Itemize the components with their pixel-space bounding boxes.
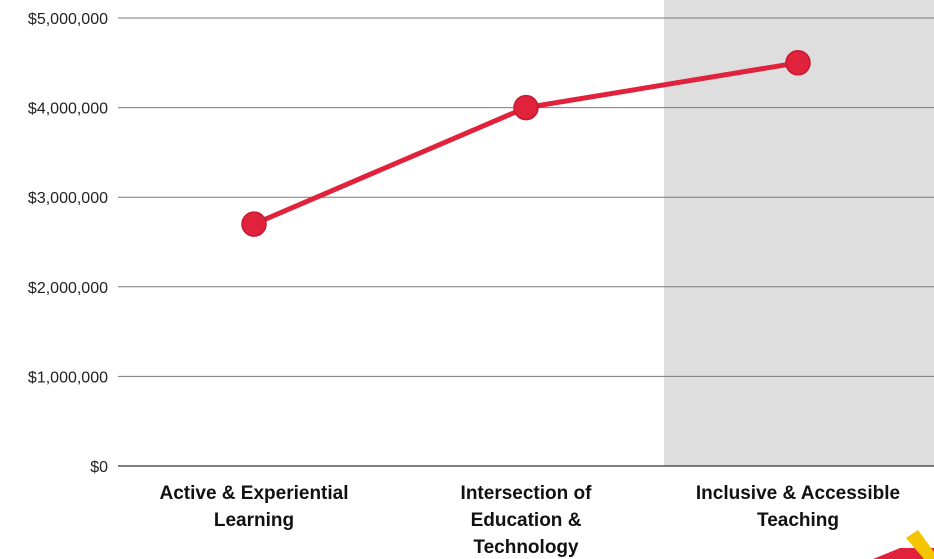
x-category-label-line: Intersection of [461, 483, 593, 504]
x-category-label-line: Active & Experiential [159, 483, 348, 504]
gridlines [118, 17, 934, 467]
x-category-label-line: Technology [473, 537, 579, 558]
x-category-label-line: Learning [214, 510, 294, 531]
y-tick-label: $3,000,000 [28, 190, 108, 207]
y-tick-label: $0 [90, 459, 108, 476]
x-category-label: Intersection of Education & Technology [461, 483, 593, 558]
x-category-label-line: Inclusive & Accessible [696, 483, 900, 504]
x-category-label: Active & Experiential Learning [159, 483, 348, 531]
data-point [785, 50, 811, 76]
y-axis-ticks: $0 $1,000,000 $2,000,000 $3,000,000 $4,000,0… [28, 11, 108, 476]
y-tick-label: $4,000,000 [28, 101, 108, 118]
x-category-label-line: Education & [471, 510, 582, 531]
y-tick-label: $5,000,000 [28, 11, 108, 28]
brand-logo [873, 530, 934, 559]
x-axis-labels: Active & Experiential Learning Intersectio… [159, 483, 900, 558]
data-point [513, 94, 539, 121]
data-points [241, 50, 811, 237]
logo-yellow-stripe [906, 530, 934, 559]
y-tick-label: $2,000,000 [28, 280, 108, 297]
x-category-label: Inclusive & Accessible Teaching [696, 483, 900, 531]
data-point [241, 211, 267, 237]
y-tick-label: $1,000,000 [28, 369, 108, 386]
x-category-label-line: Teaching [757, 510, 839, 531]
